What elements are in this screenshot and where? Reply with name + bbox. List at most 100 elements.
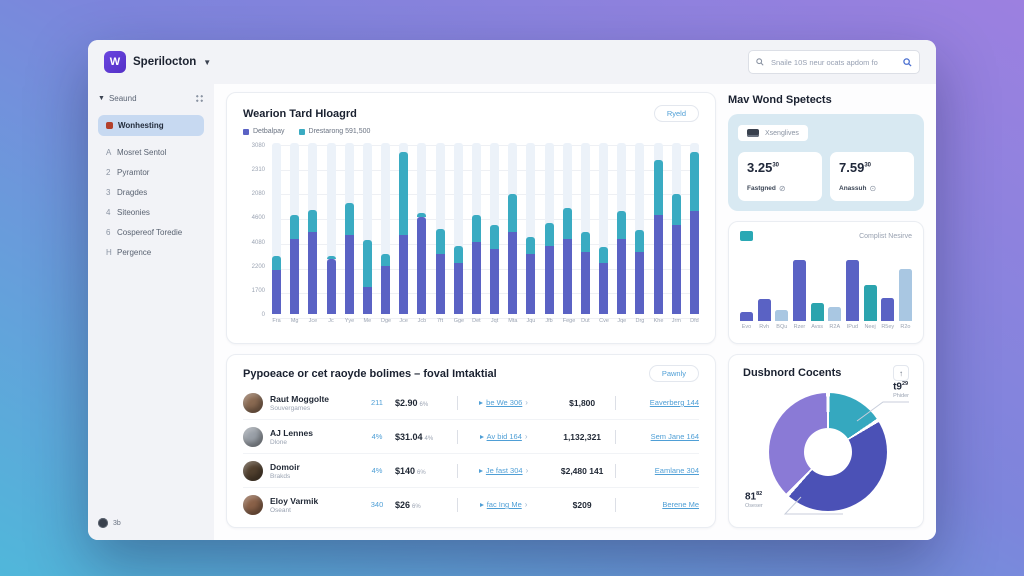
- bar-segment-primary[interactable]: [326, 259, 336, 314]
- row-link-primary[interactable]: Av bid 164 ›: [458, 432, 549, 441]
- bar-segment-secondary[interactable]: [272, 255, 281, 270]
- sidebar-item[interactable]: H Pergence: [98, 242, 204, 262]
- bar-segment-secondary[interactable]: [290, 214, 300, 239]
- mini-bar[interactable]: [810, 303, 824, 321]
- mini-bar[interactable]: [757, 299, 771, 321]
- bar-segment-primary[interactable]: [562, 238, 572, 314]
- bar-segment-primary[interactable]: [381, 266, 391, 314]
- table-row[interactable]: AJ Lennes Dlone 4% $31.04 4% Av bid 164 › 1,132…: [243, 419, 699, 453]
- table-action-button[interactable]: Pawnly: [648, 365, 699, 382]
- bar-segment-secondary[interactable]: [362, 240, 372, 287]
- sidebar-item[interactable]: 2 Pyramtor: [98, 162, 204, 182]
- sidebar-item-active[interactable]: Wonhesting: [98, 115, 204, 136]
- bar-segment-secondary[interactable]: [653, 160, 663, 215]
- mini-bar[interactable]: [828, 306, 842, 321]
- search-box[interactable]: [748, 50, 920, 74]
- bar-segment-secondary[interactable]: [526, 237, 536, 255]
- metrics-chip[interactable]: Xsenglives: [738, 125, 808, 141]
- bar-segment-primary[interactable]: [435, 254, 445, 314]
- gridline: [272, 293, 699, 295]
- sidebar-footer[interactable]: 3b: [98, 518, 204, 528]
- row-badge[interactable]: 340: [370, 500, 384, 509]
- sidebar-item[interactable]: 6 Cospereof Toredie: [98, 222, 204, 242]
- bar-segment-primary[interactable]: [544, 245, 554, 314]
- row-link-primary[interactable]: fac Ing Me ›: [458, 500, 549, 509]
- row-link-secondary[interactable]: Sem Jane 164: [650, 432, 699, 441]
- bar-segment-secondary[interactable]: [508, 194, 518, 232]
- bar-segment-secondary[interactable]: [580, 231, 590, 253]
- bar-segment-secondary[interactable]: [490, 225, 500, 250]
- bar-segment-primary[interactable]: [453, 262, 463, 314]
- bar-segment-secondary[interactable]: [471, 214, 481, 243]
- sidebar-item[interactable]: 4 Siteonies: [98, 202, 204, 222]
- row-badge[interactable]: 4%: [371, 466, 383, 475]
- bar-segment-secondary[interactable]: [381, 254, 391, 267]
- bar-segment-secondary[interactable]: [689, 151, 699, 212]
- brand[interactable]: W Sperilocton ▼: [104, 51, 211, 73]
- bar-segment-primary[interactable]: [399, 235, 409, 314]
- metric-tile[interactable]: 3.2530 Fastgned ⊘: [738, 152, 822, 201]
- bar-segment-secondary[interactable]: [617, 211, 627, 239]
- chevron-down-icon[interactable]: ▼: [203, 57, 212, 67]
- table-card: Pypoeace or cet raoyde bolimes – foval I…: [226, 354, 716, 528]
- send-icon: [479, 502, 484, 507]
- table-row[interactable]: Eloy Varmik Oseant 340 $26 6% fac Ing Me › $209…: [243, 487, 699, 521]
- bar-segment-secondary[interactable]: [417, 213, 427, 217]
- row-badge[interactable]: 4%: [371, 432, 383, 441]
- bar-segment-primary[interactable]: [599, 262, 609, 314]
- bar-segment-primary[interactable]: [272, 269, 281, 314]
- bar-segment-primary[interactable]: [344, 235, 354, 314]
- search-input[interactable]: [769, 56, 898, 68]
- mini-bar[interactable]: [845, 259, 859, 321]
- upload-arrow-button[interactable]: ↑: [893, 365, 909, 381]
- chart-filter-button[interactable]: Ryeld: [653, 105, 699, 122]
- bar-segment-primary[interactable]: [471, 242, 481, 314]
- mini-bar[interactable]: [863, 285, 877, 321]
- bar-segment-secondary[interactable]: [544, 223, 554, 246]
- grid-dots-icon[interactable]: [195, 94, 204, 103]
- mini-bar[interactable]: [898, 269, 912, 321]
- bar-segment-secondary[interactable]: [344, 202, 354, 236]
- row-link-primary[interactable]: Je fast 304 ›: [458, 466, 549, 475]
- bar-segment-secondary[interactable]: [435, 228, 445, 255]
- mini-bar[interactable]: [881, 297, 895, 321]
- row-badge[interactable]: 211: [371, 398, 383, 407]
- bar-segment-primary[interactable]: [580, 252, 590, 314]
- bar-segment-primary[interactable]: [526, 254, 536, 314]
- row-value: $2,480 141: [560, 465, 604, 476]
- row-link-secondary[interactable]: Berene Me: [662, 500, 699, 509]
- bar-segment-secondary[interactable]: [562, 208, 572, 239]
- bar-segment-primary[interactable]: [417, 216, 427, 314]
- bar-segment-primary[interactable]: [617, 238, 627, 314]
- bar-segment-primary[interactable]: [362, 286, 372, 314]
- bar-segment-primary[interactable]: [671, 225, 681, 314]
- row-link-primary[interactable]: be We 306 ›: [458, 398, 549, 407]
- bar-segment-primary[interactable]: [290, 238, 300, 314]
- table-row[interactable]: Raut Moggolte Souvergames 211 $2.90 6% be We …: [243, 386, 699, 419]
- mini-bar[interactable]: [775, 310, 789, 321]
- bar-segment-primary[interactable]: [653, 214, 663, 314]
- bar-segment-secondary[interactable]: [326, 255, 336, 260]
- mini-bar[interactable]: [792, 259, 806, 321]
- sidebar-item[interactable]: 3 Dragdes: [98, 182, 204, 202]
- bar-segment-secondary[interactable]: [453, 245, 463, 263]
- sidebar-section-header[interactable]: ▼ Seaund: [98, 94, 204, 103]
- bar-segment-primary[interactable]: [689, 211, 699, 314]
- row-link-secondary[interactable]: Eamlane 304: [654, 466, 699, 475]
- bar-segment-secondary[interactable]: [399, 151, 409, 236]
- bar-segment-primary[interactable]: [490, 249, 500, 314]
- bar-segment-secondary[interactable]: [671, 194, 681, 226]
- mini-x-label: Rzer: [793, 324, 806, 330]
- bar-segment-primary[interactable]: [635, 252, 645, 314]
- metric-tile[interactable]: 7.5930 Anassuh ⊙: [830, 152, 914, 201]
- row-link-secondary[interactable]: Eaverberg 144: [649, 398, 699, 407]
- search-submit-icon[interactable]: [903, 57, 912, 67]
- bar-segment-secondary[interactable]: [635, 230, 645, 253]
- bar-segment-secondary[interactable]: [308, 209, 318, 232]
- table-row[interactable]: Domoir Brakds 4% $140 6% Je fast 304 › $2,480 1…: [243, 453, 699, 487]
- bar-segment-primary[interactable]: [308, 231, 318, 314]
- sidebar-item[interactable]: A Mosret Sentol: [98, 142, 204, 162]
- mini-bar[interactable]: [740, 312, 753, 321]
- bar-segment-primary[interactable]: [508, 231, 518, 314]
- bar-segment-secondary[interactable]: [599, 247, 609, 263]
